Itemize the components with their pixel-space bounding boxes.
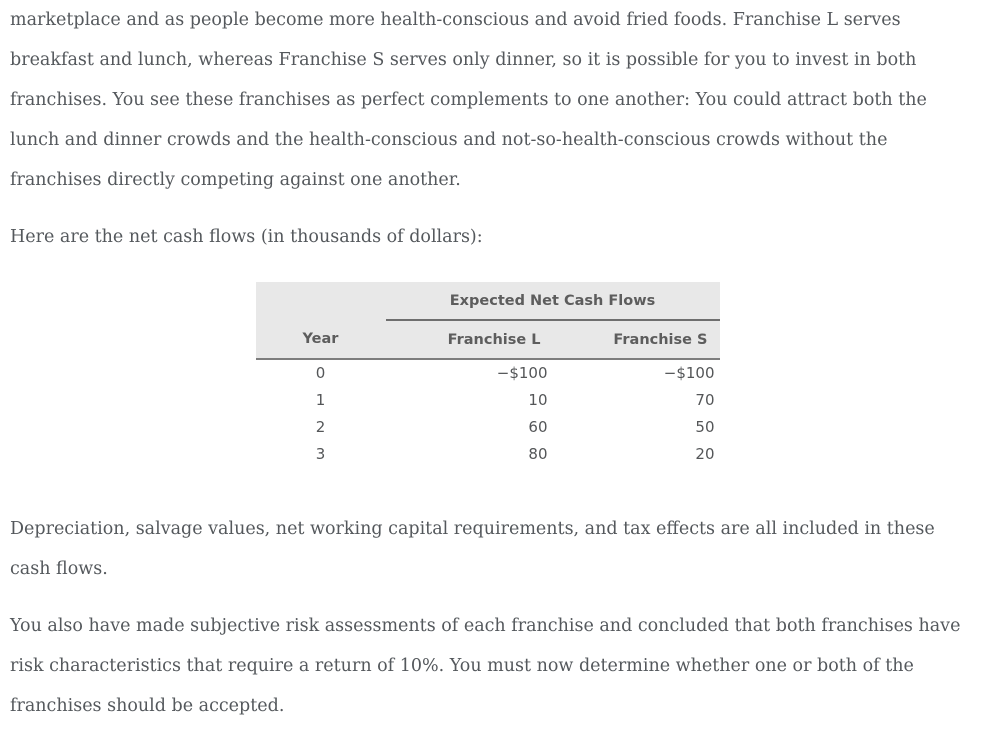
cell-franchise-l: −$100 [496,364,548,382]
cash-flows-table-header: Expected Net Cash Flows Year Franchise L… [255,282,720,360]
table-row: 3 80 20 [256,440,720,467]
cell-franchise-l: 10 [528,390,548,409]
table-row: 0 −$100 −$100 [256,359,720,386]
cell-franchise-l: 80 [528,444,548,463]
table-row: 1 10 70 [256,386,720,413]
table-corner-cell [255,282,386,320]
cell-franchise-s: 20 [695,444,715,463]
paragraph-cashflow-intro: Here are the net cash flows (in thousand… [10,227,483,247]
cell-franchise-s: 70 [695,390,715,409]
column-header-year: Year [255,320,386,360]
cell-year: 3 [315,444,326,463]
cash-flows-table-body: 0 −$100 −$100 1 10 70 2 60 50 3 80 20 [256,359,720,467]
table-column-header-row: Year Franchise L Franchise S [255,320,720,360]
paragraph-intro: marketplace and as people become more he… [10,10,927,190]
paragraph-depreciation-note: Depreciation, salvage values, net workin… [10,519,935,579]
cell-year: 0 [315,364,326,382]
column-header-franchise-l: Franchise L [385,320,553,360]
cell-franchise-l: 60 [528,417,548,436]
table-row: 2 60 50 [256,413,720,440]
cash-flows-table: Expected Net Cash Flows Year Franchise L… [255,282,720,467]
column-header-franchise-s: Franchise S [552,320,720,360]
cell-franchise-s: −$100 [663,364,715,382]
table-group-header: Expected Net Cash Flows [385,282,720,321]
cell-year: 1 [315,390,326,409]
cell-franchise-s: 50 [695,417,715,436]
paragraph-risk-assessment: You also have made subjective risk asses… [10,616,961,716]
cell-year: 2 [315,417,326,436]
table-group-header-row: Expected Net Cash Flows [255,282,720,321]
